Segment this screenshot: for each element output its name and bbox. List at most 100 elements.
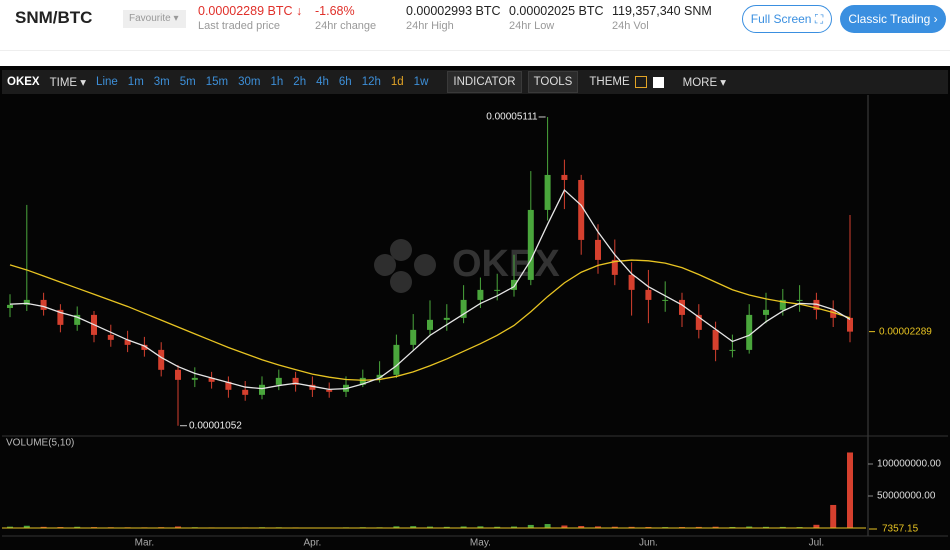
volume-bar [527, 524, 534, 528]
interval[interactable]: Line [96, 76, 118, 88]
candle-body [158, 349, 165, 370]
watermark-logo [374, 239, 436, 293]
moving-average [9, 259, 851, 381]
candle-body [259, 384, 265, 395]
time[interactable]: TIME [49, 77, 78, 89]
candle-body [628, 274, 635, 290]
volume-bar [695, 526, 702, 528]
last-price-label: 0.00002289 [879, 326, 932, 337]
candle-body [107, 334, 114, 340]
change-label: 24hr change [315, 20, 377, 32]
interval[interactable]: 15m [205, 76, 229, 88]
interval[interactable]: 3m [153, 76, 170, 88]
candle-body [796, 299, 803, 301]
interval[interactable]: 30m [238, 76, 261, 88]
candle-body [511, 279, 517, 290]
volume-label: 24h Vol [612, 20, 649, 32]
volume-title: VOLUME(5,10) [6, 438, 74, 449]
classic-trading-button[interactable]: Classic Trading › [840, 5, 946, 33]
pair: SNM/BTC [15, 8, 93, 27]
interval[interactable]: 2h [293, 76, 307, 88]
candle-body [611, 259, 618, 275]
volume-bar [779, 526, 786, 528]
interval[interactable]: 6h [338, 76, 352, 88]
candle-body [813, 299, 820, 310]
intervals: Line 1m 3m 5m 15m 30m 1h 2h 4h 6h 12h 1d 1w [91, 76, 433, 88]
x-tick-label: Mar. [135, 538, 154, 549]
interval[interactable]: 1w [413, 76, 429, 88]
volume-bar [645, 526, 652, 528]
last-price: 0.00002289 BTC ↓ [198, 4, 303, 18]
candle-body [275, 377, 282, 385]
chart-bg [0, 66, 950, 550]
x-tick-label: May. [470, 538, 491, 549]
candle-body [376, 374, 383, 378]
volume-bar [477, 526, 484, 528]
candle-body [141, 344, 148, 350]
volume-bar [7, 526, 13, 528]
volume-bar [443, 526, 450, 528]
theme-dark[interactable] [634, 76, 647, 88]
volume-bar [175, 526, 181, 528]
candle-body [191, 377, 198, 380]
y-tick-label: 50000000.00 [877, 491, 936, 502]
more-menu[interactable]: MORE ▾ [682, 77, 727, 89]
favourite[interactable]: Favourite [129, 13, 171, 24]
volume-bar [511, 526, 517, 528]
candle-body [23, 299, 30, 305]
candle-body [779, 299, 786, 310]
watermark: OKEX [452, 243, 560, 285]
header-divider [0, 50, 950, 51]
interval[interactable]: 1m [127, 76, 144, 88]
candle-body [712, 329, 719, 350]
tools[interactable]: TOOLS [527, 71, 579, 93]
candle-body [645, 289, 652, 300]
low: 0.00002025 BTC [509, 4, 604, 18]
volume-bar [393, 526, 400, 528]
candle-body [830, 309, 837, 318]
favourite-button[interactable]: Favourite ▾ [123, 10, 186, 28]
candle-body [326, 389, 333, 392]
full-screen[interactable]: Full Screen [750, 12, 812, 26]
moving-average [9, 189, 851, 391]
full-screen-button[interactable]: Full Screen ⛶ [742, 5, 832, 33]
candle-body [7, 304, 13, 308]
interval[interactable]: 4h [316, 76, 329, 88]
interval[interactable]: 12h [361, 76, 381, 88]
brand: OKEX [7, 76, 40, 88]
theme[interactable]: THEME [589, 76, 630, 88]
y-tick-label: 100000000.00 [877, 459, 941, 470]
x-tick-label: Apr. [304, 538, 322, 549]
high-label: 24hr High [406, 20, 454, 32]
volume-bar [746, 526, 753, 528]
volume-bar [729, 526, 736, 528]
volume-bar [410, 526, 417, 528]
candle-body [847, 317, 853, 332]
volume-bar [611, 526, 618, 528]
candle-body [695, 314, 702, 330]
time-menu[interactable]: TIME ▾ [49, 77, 87, 89]
volume-bar [578, 526, 585, 528]
candle-body [40, 299, 47, 310]
indicator[interactable]: INDICATOR [447, 71, 522, 93]
volume-bar [813, 524, 820, 528]
theme-light[interactable] [652, 76, 664, 88]
interval[interactable]: 1d [390, 76, 404, 88]
candle-body [208, 377, 215, 382]
toolbar: OKEX TIME ▾ Line 1m 3m 5m 15m 30m 1h 2h 4h 6h 12h 1… [2, 70, 948, 94]
high: 0.00002993 BTC [406, 4, 501, 18]
interval[interactable]: 5m [179, 76, 196, 88]
candle-body [746, 314, 753, 350]
candle-body [679, 299, 685, 315]
candle-body [309, 384, 316, 390]
candle-body [242, 389, 249, 395]
low-label: 24hr Low [509, 20, 555, 32]
more[interactable]: MORE [682, 77, 718, 89]
classic-trading[interactable]: Classic Trading [848, 12, 931, 26]
candle-body [443, 317, 450, 320]
candle-body [460, 299, 467, 318]
interval[interactable]: 1h [270, 76, 284, 88]
candle-body [494, 289, 501, 291]
candle-body [595, 239, 601, 260]
